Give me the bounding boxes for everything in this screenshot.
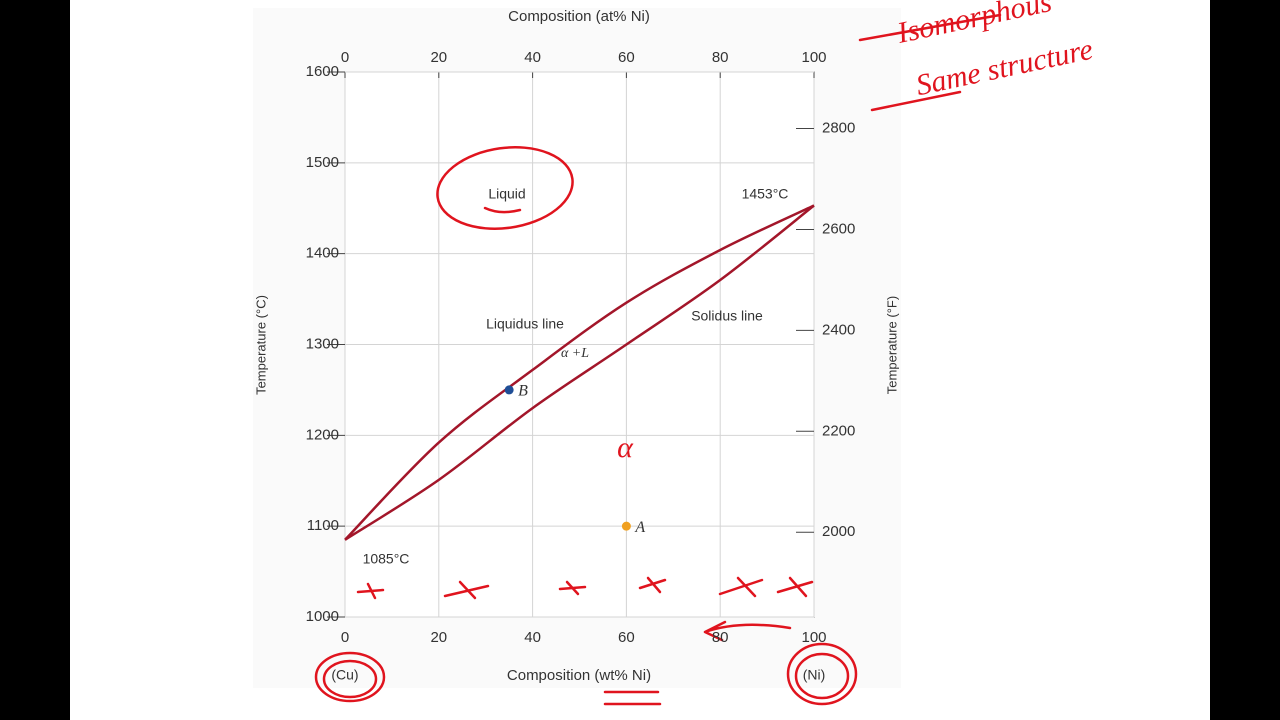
- x2-axis-title: Composition (at% Ni): [508, 8, 650, 25]
- y-tick-label: 1400: [306, 245, 339, 262]
- handwritten-note: α: [617, 431, 634, 464]
- x-tick-label: 80: [712, 629, 729, 646]
- annotation: (Ni): [803, 667, 826, 683]
- y-tick-label: 1200: [306, 426, 339, 443]
- x2-tick-label: 0: [341, 49, 349, 66]
- annotation: α +L: [561, 346, 589, 361]
- point: [621, 521, 631, 531]
- annotation: 1453°C: [742, 186, 789, 202]
- x-axis-title: Composition (wt% Ni): [507, 667, 651, 684]
- y2-tick-label: 2800: [822, 119, 855, 136]
- annotation: (Cu): [331, 667, 358, 683]
- x-tick-label: 0: [341, 629, 349, 646]
- x-tick-label: 20: [430, 629, 447, 646]
- x-tick-label: 100: [801, 629, 826, 646]
- point: [504, 385, 514, 395]
- y-tick-label: 1100: [307, 517, 339, 534]
- point-label: A: [634, 519, 645, 536]
- y-tick-label: 1300: [306, 335, 339, 352]
- y2-axis-title: Temperature (°F): [884, 296, 899, 394]
- y2-tick-label: 2000: [822, 523, 855, 540]
- y-tick-label: 1500: [306, 154, 339, 171]
- y-tick-label: 1000: [306, 608, 339, 625]
- ink-marks: [314, 13, 1002, 706]
- plot-layer: 0 20 40 60 80 1000 20 40 60 80 1001000110012001300…: [306, 0, 1096, 683]
- x2-tick-label: 100: [801, 49, 826, 66]
- x-tick-label: 60: [618, 629, 635, 646]
- series-label: Liquidus line: [486, 316, 564, 332]
- series-line: [344, 204, 815, 541]
- x2-tick-label: 60: [618, 49, 635, 66]
- series-line: [344, 204, 815, 541]
- y-tick-label: 1600: [306, 63, 339, 80]
- x-tick-label: 40: [524, 629, 541, 646]
- annotation: Liquid: [488, 186, 525, 202]
- y-axis-title: Temperature (°C): [253, 295, 268, 395]
- y2-tick-label: 2200: [822, 422, 855, 439]
- annotation: 1085°C: [363, 551, 410, 567]
- point-label: B: [518, 383, 528, 400]
- x2-tick-label: 80: [712, 49, 729, 66]
- series-label: Solidus line: [691, 308, 763, 324]
- x2-tick-label: 20: [430, 49, 447, 66]
- y2-tick-label: 2600: [822, 220, 855, 237]
- x2-tick-label: 40: [524, 49, 541, 66]
- y2-tick-label: 2400: [822, 321, 855, 338]
